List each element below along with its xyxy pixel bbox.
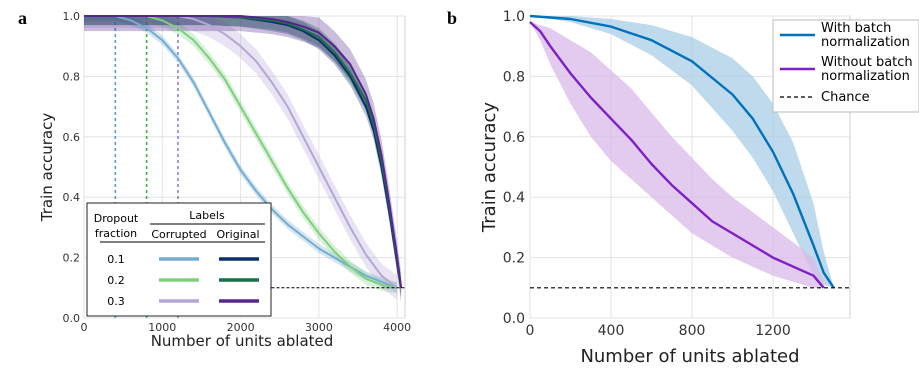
legend-label-b: With batch <box>821 21 891 36</box>
series-lines-b <box>529 14 835 289</box>
y-tick-label-b: 1.0 <box>503 9 525 25</box>
x-tick-label-a: 3000 <box>305 321 333 334</box>
panel-label-b: b <box>447 8 457 28</box>
y-tick-label-b: 0.4 <box>503 190 525 206</box>
tick-labels-b: 0 400 800 1200 0.0 0.2 0.4 0.6 0.8 1.0 <box>503 9 791 339</box>
x-tick-label-b: 0 <box>526 323 535 339</box>
y-tick-label-a: 1.0 <box>63 10 81 23</box>
x-tick-label-a: 1000 <box>148 321 176 334</box>
series-lines-a <box>84 15 403 289</box>
legend-row-label: 0.3 <box>107 295 125 308</box>
panel-label-a: a <box>18 8 27 28</box>
y-tick-label-b: 0.0 <box>503 311 525 327</box>
y-axis-label-a: Train accuracy <box>38 113 56 223</box>
y-tick-label-b: 0.6 <box>503 130 525 146</box>
legend-row-label: 0.1 <box>107 253 125 266</box>
legend-label-b: Chance <box>821 90 870 105</box>
y-tick-label-a: 0.4 <box>63 191 81 204</box>
x-tick-label-b: 400 <box>598 323 625 339</box>
y-tick-label-a: 0.2 <box>63 252 81 265</box>
x-axis-label-a: Number of units ablated <box>151 332 334 350</box>
dropout-vlines-a <box>114 16 179 318</box>
series-line-b <box>529 21 825 289</box>
series-line-a <box>84 15 398 289</box>
legend-group-header: Labels <box>189 209 225 222</box>
x-tick-label-b: 1200 <box>755 323 791 339</box>
grid-a <box>83 15 405 319</box>
x-axis-label-b: Number of units ablated <box>580 346 799 367</box>
legend-label-b-line2: normalization <box>821 69 910 84</box>
x-tick-label-a: 0 <box>81 321 88 334</box>
legend-row-header-top: Dropout <box>94 212 139 225</box>
series-line-a <box>84 15 398 289</box>
series-line-b <box>529 14 835 289</box>
chart-a: 0 1000 2000 3000 4000 0.0 0.2 0.4 0.6 0.8 1.0 Numb… <box>38 10 411 350</box>
legend-rows-a: 0.1 0.2 0.3 <box>107 253 259 308</box>
y-tick-label-a: 0.0 <box>63 312 81 325</box>
legend-col-corrupted: Corrupted <box>151 228 206 241</box>
y-tick-label-b: 0.8 <box>503 69 525 85</box>
bands-b <box>530 16 834 288</box>
chart-b: 0 400 800 1200 0.0 0.2 0.4 0.6 0.8 1.0 Number of … <box>479 9 919 367</box>
x-tick-label-a: 4000 <box>383 321 411 334</box>
legend-label-b: Without batch <box>821 55 913 70</box>
x-tick-label-b: 800 <box>679 323 706 339</box>
y-axis-label-b: Train accuracy <box>479 102 500 233</box>
series-line-a <box>84 15 403 288</box>
y-tick-label-b: 0.2 <box>503 251 525 267</box>
legend-label-b-line2: normalization <box>821 35 910 50</box>
legend-a: Dropout fraction Labels Corrupted Origin… <box>86 202 272 317</box>
series-band-b <box>530 22 824 288</box>
tick-labels-a: 0 1000 2000 3000 4000 0.0 0.2 0.4 0.6 0.8 1.0 <box>63 10 412 334</box>
legend-col-original: Original <box>216 228 259 241</box>
legend-row-header-bottom: fraction <box>95 227 137 240</box>
y-tick-label-a: 0.6 <box>63 131 81 144</box>
series-band-b <box>530 16 834 288</box>
x-tick-label-a: 2000 <box>227 321 255 334</box>
y-tick-label-a: 0.8 <box>63 70 81 83</box>
legend-row-label: 0.2 <box>107 274 125 287</box>
